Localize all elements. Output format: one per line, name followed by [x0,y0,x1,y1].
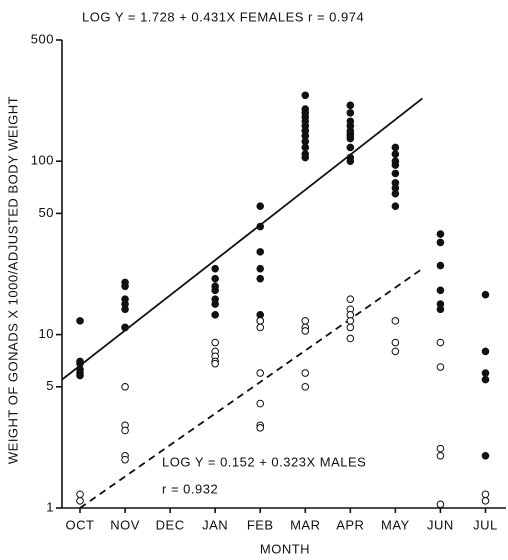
female-point [436,230,445,238]
female-point [481,375,490,384]
female-point [481,290,490,299]
x-tick-label: JUL [473,517,498,532]
x-axis-label: MONTH [260,541,310,556]
fit-line [61,97,423,381]
female-point [346,143,355,152]
x-tick-label: NOV [110,517,140,532]
male-point [436,444,445,453]
female-point [211,300,219,308]
female-point [211,274,219,283]
male-point [256,399,265,408]
female-point [436,261,445,270]
female-point [211,264,219,273]
female-point [211,311,219,319]
y-tick-label: 10 [39,326,54,341]
x-tick-label: MAR [290,517,320,532]
x-tick-label: APR [336,517,364,532]
male-point [346,323,355,332]
female-point [436,305,445,314]
female-point [346,134,355,143]
male-point [301,382,310,391]
female-point [301,143,310,152]
female-point [481,347,490,356]
male-point [301,369,310,377]
male-point [391,338,400,347]
female-point [481,369,490,377]
male-equation: LOG Y = 0.152 + 0.323X MALES [162,454,366,469]
y-tick-label: 50 [39,205,54,220]
x-tick-label: MAY [381,517,410,532]
male-point [256,369,265,377]
male-point [481,497,490,505]
male-point [481,490,490,499]
female-point [436,238,445,247]
female-point [121,282,129,291]
x-tick-label: DEC [156,517,185,532]
female-point [121,323,129,332]
male-point [256,424,265,432]
fit-line [79,267,423,509]
male-point [211,359,219,368]
female-point [301,91,310,100]
female-point [391,189,400,198]
female-point [481,452,490,460]
female-point [256,274,265,283]
male-point [121,426,129,435]
female-point [256,222,265,231]
female-point [391,150,400,158]
y-tick-label: 100 [31,153,54,168]
male-point [346,334,355,343]
x-tick-label: FEB [247,517,274,532]
female-point [256,202,265,211]
female-point [301,126,310,135]
y-axis-label: WEIGHT OF GONADS X 1000/ADJUSTED BODY WE… [5,96,20,464]
male-point [121,455,129,464]
female-point [391,143,400,152]
female-point [76,371,84,380]
x-tick-label: OCT [66,517,95,532]
male-point [391,317,400,325]
female-point [256,248,265,256]
female-equation: LOG Y = 1.728 + 0.431X FEMALES r = 0.974 [82,9,364,24]
male-point [211,338,219,347]
y-tick-label: 5 [46,378,54,393]
male-point [436,338,445,347]
male-point [256,323,265,332]
female-point [436,286,445,295]
y-tick-label: 500 [31,31,54,46]
y-tick-label: 1 [46,499,54,514]
female-point [211,286,219,295]
female-point [391,169,400,178]
male-point [436,452,445,460]
male-point [436,363,445,371]
female-point [391,202,400,211]
male-point [121,382,129,391]
male-point [301,327,310,335]
female-point [391,161,400,169]
female-point [346,157,355,166]
male-point [436,500,445,509]
female-point [346,101,355,110]
female-point [346,109,355,117]
male-point [76,490,84,499]
male-point [346,317,355,325]
x-tick-label: JAN [202,517,228,532]
male-point [76,497,84,505]
female-point [301,153,310,162]
x-tick-label: JUN [427,517,454,532]
male-point [391,347,400,356]
male-point [301,317,310,325]
female-point [121,305,129,314]
male-point [256,317,265,325]
female-point [76,317,84,325]
male-point [346,295,355,304]
male-r: r = 0.932 [162,481,218,496]
female-point [256,264,265,273]
